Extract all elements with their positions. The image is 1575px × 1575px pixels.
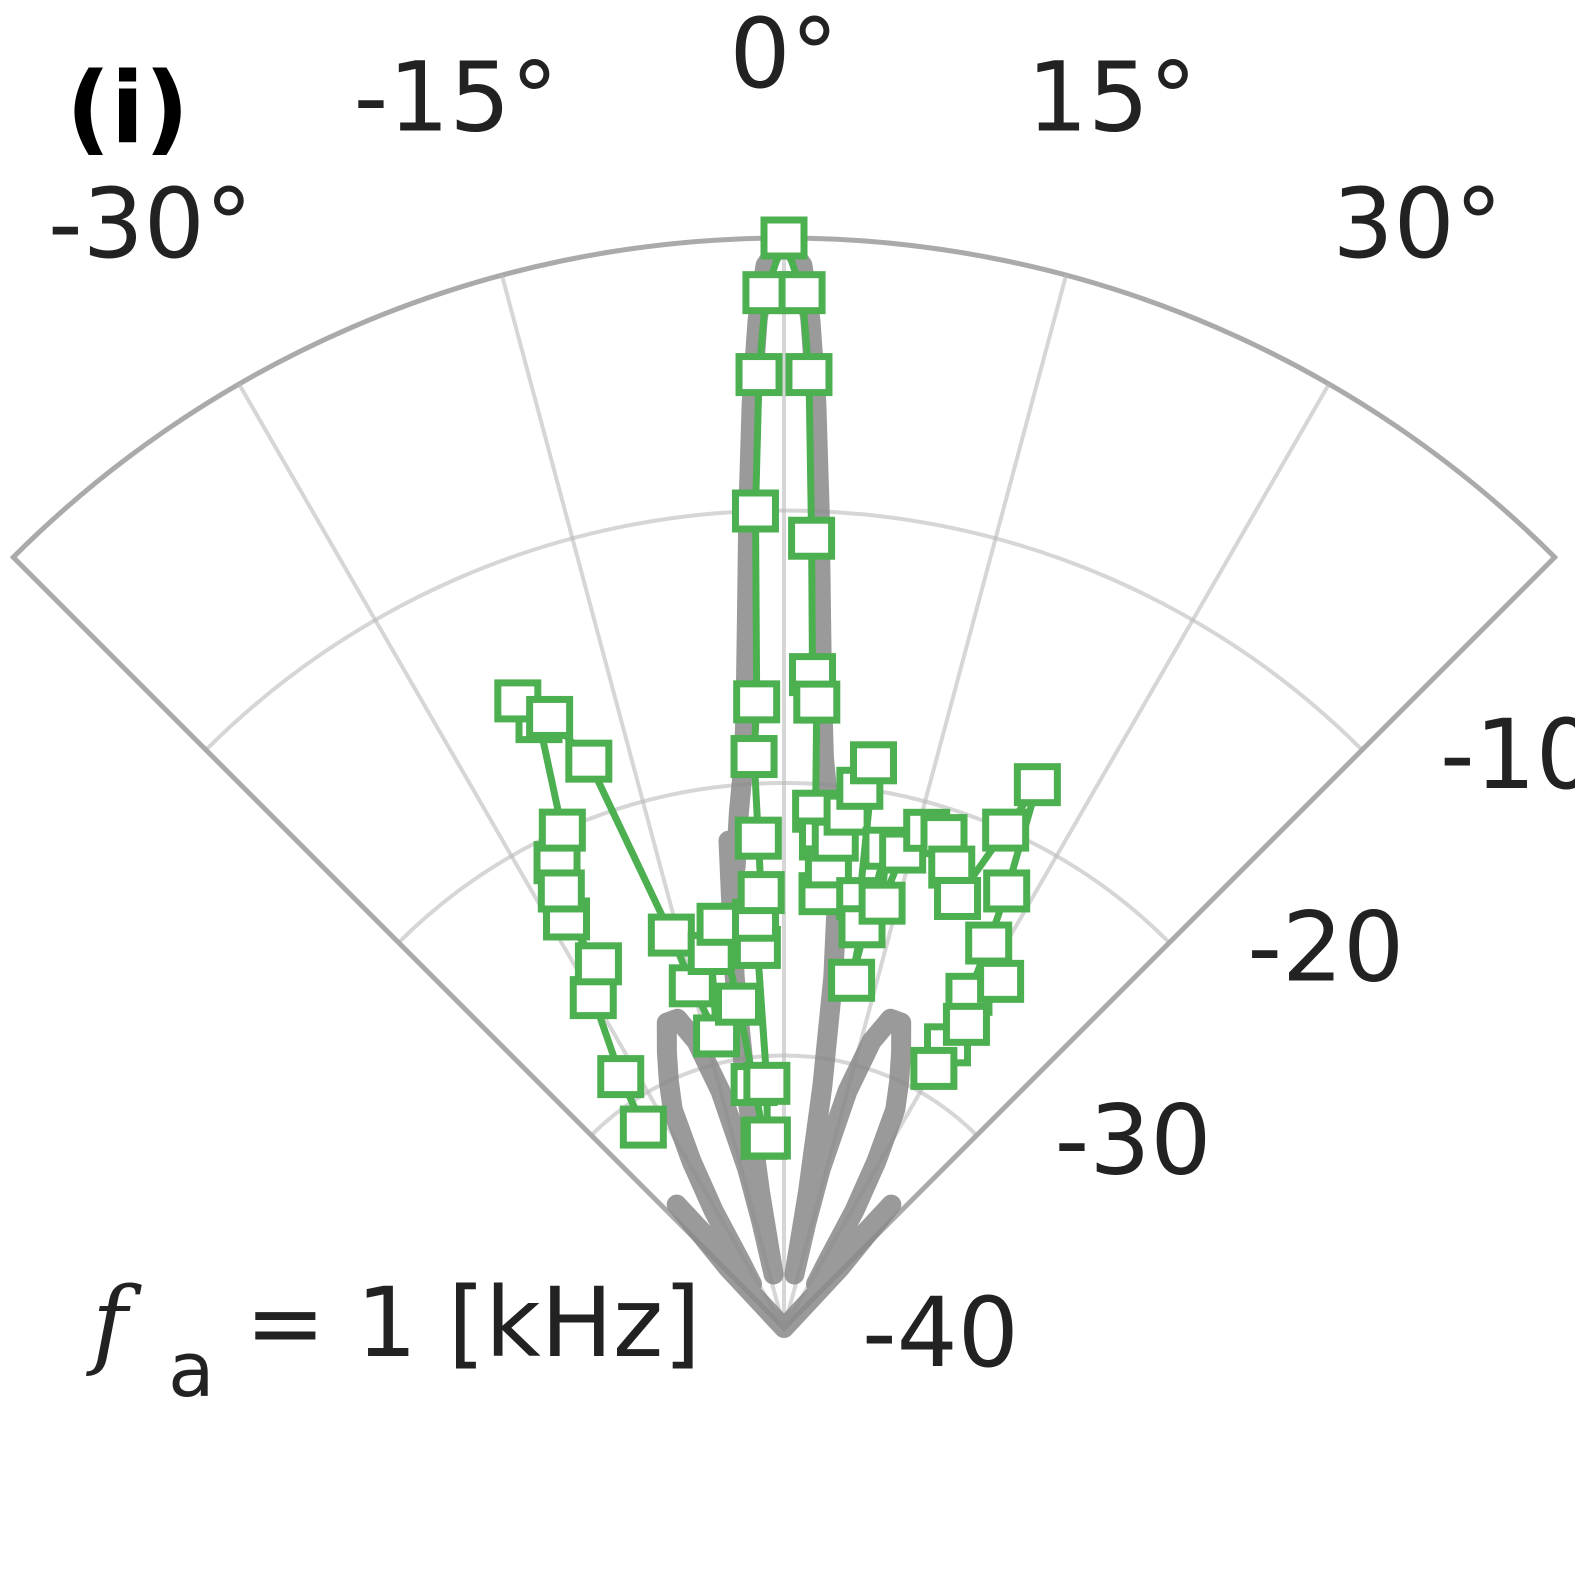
polar-grid [9, 235, 1559, 1332]
measured-marker [538, 808, 586, 852]
measured-marker [619, 1105, 667, 1149]
annotation-f: f [86, 1267, 142, 1379]
measured-marker [858, 881, 906, 925]
measured-marker [910, 1046, 958, 1090]
measured-marker [983, 869, 1031, 913]
measured-marker [730, 735, 778, 779]
measured-marker [785, 353, 833, 397]
measured-marker [850, 741, 898, 785]
theta-tick-label: 0° [729, 0, 838, 110]
panel-label: (i) [66, 52, 189, 166]
measured-marker [597, 1055, 645, 1099]
measured-marker [733, 680, 781, 724]
measured-marker [647, 913, 695, 957]
frequency-annotation: f a = 1 [kHz] [86, 1267, 701, 1419]
r-tick-label: -10 [1440, 699, 1575, 811]
measured-marker [977, 959, 1025, 1003]
measured-marker [1013, 763, 1061, 807]
measured-marker [942, 1002, 990, 1046]
theta-tick-label: -30° [48, 168, 253, 280]
measured-marker [982, 808, 1030, 852]
measured-marker [743, 1116, 791, 1160]
r-tick-label: -40 [862, 1277, 1019, 1389]
measured-marker [734, 816, 782, 860]
measured-marker [735, 353, 783, 397]
theta-tick-label: 15° [1027, 41, 1197, 153]
theta-tick-label: 30° [1332, 168, 1502, 280]
theta-tick-label: -15° [354, 41, 559, 153]
measured-marker [793, 680, 841, 724]
measured-marker [965, 921, 1013, 965]
measured-marker [526, 695, 574, 739]
measured-marker [743, 1061, 791, 1105]
r-tick-label: -30 [1055, 1084, 1212, 1196]
measured-marker [565, 739, 613, 783]
measured-marker [714, 982, 762, 1026]
annotation-subscript: a [168, 1325, 215, 1414]
measured-marker [574, 942, 622, 986]
label-layer: -30° -15° 0° 15° 30° -10 -20 -30 -40 [48, 0, 1575, 1389]
measured-marker [537, 869, 585, 913]
r-tick-label: -20 [1247, 892, 1404, 1004]
measured-marker [788, 516, 836, 560]
measured-marker [737, 871, 785, 915]
measured-marker [828, 958, 876, 1002]
measured-marker [760, 216, 808, 260]
annotation-value: = 1 [kHz] [245, 1267, 701, 1379]
measured-marker [778, 271, 826, 315]
measured-marker [934, 876, 982, 920]
measured-marker [731, 489, 779, 533]
series-layer [494, 216, 1061, 1338]
